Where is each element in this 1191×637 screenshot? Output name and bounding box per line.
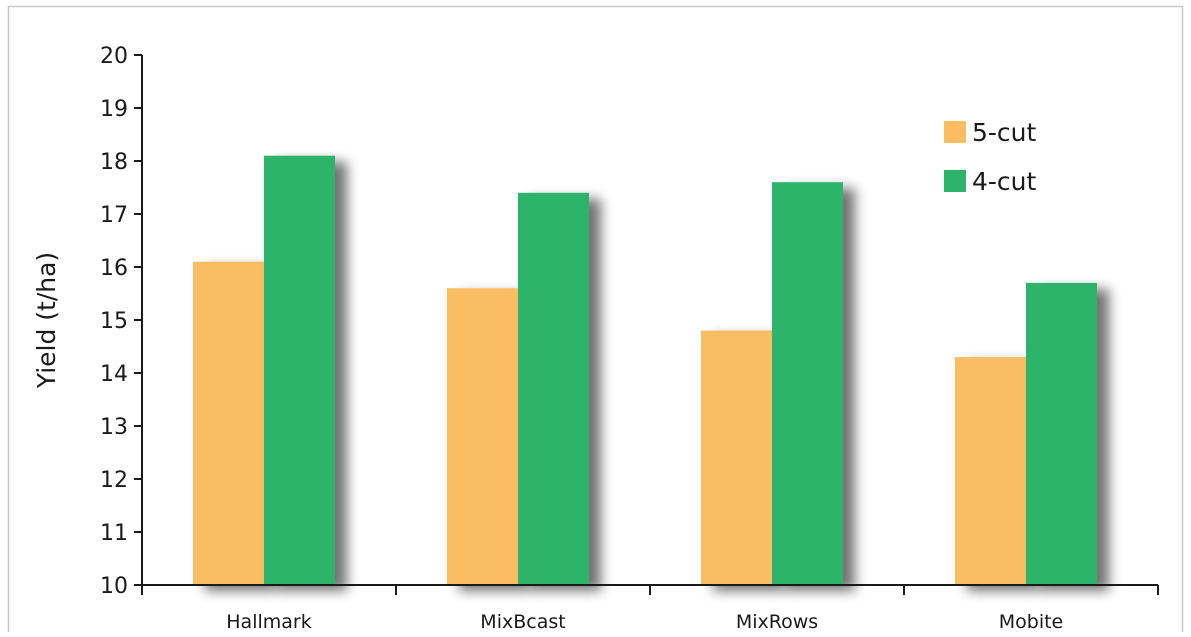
legend: 5-cut 4-cut — [944, 118, 1037, 196]
y-tick-label: 12 — [100, 468, 128, 493]
bar-4-cut-mixrows — [772, 182, 843, 585]
legend-swatch-5-cut — [944, 121, 966, 143]
legend-label-5-cut: 5-cut — [972, 118, 1037, 147]
bar-4-cut-hallmark — [264, 155, 335, 585]
y-tick-label: 15 — [100, 309, 128, 334]
y-tick-label: 17 — [100, 203, 128, 228]
y-tick-label: 19 — [100, 97, 128, 122]
y-ticks-layer: 10 11 12 13 14 15 16 17 18 19 20 — [100, 44, 142, 599]
chart-border — [7, 5, 1184, 637]
y-tick-label: 13 — [100, 415, 128, 440]
y-tick-label: 14 — [100, 362, 128, 387]
y-tick-label: 18 — [100, 150, 128, 175]
y-tick-label: 20 — [100, 44, 128, 69]
bar-5-cut-hallmark — [193, 261, 264, 585]
x-tick-label-mixbcast: MixBcast — [480, 611, 565, 632]
x-tick-label-mixrows: MixRows — [736, 611, 818, 632]
bar-5-cut-mixrows — [701, 330, 772, 585]
y-axis-title: Yield (t/ha) — [32, 252, 61, 389]
y-tick-label: 16 — [100, 256, 128, 281]
bar-4-cut-mobite — [1026, 282, 1097, 585]
y-tick-label: 11 — [100, 521, 128, 546]
bar-5-cut-mobite — [955, 357, 1026, 585]
y-tick-label: 10 — [100, 574, 128, 599]
x-ticks-layer: Hallmark MixBcast MixRows Mobite — [141, 585, 1159, 633]
bars-layer — [193, 155, 1097, 586]
legend-swatch-4-cut — [944, 170, 966, 192]
x-tick-label-hallmark: Hallmark — [226, 611, 311, 632]
x-tick-label-mobite: Mobite — [999, 611, 1064, 632]
bar-5-cut-mixbcast — [447, 288, 518, 585]
legend-label-4-cut: 4-cut — [972, 167, 1037, 196]
bar-4-cut-mixbcast — [518, 192, 589, 586]
